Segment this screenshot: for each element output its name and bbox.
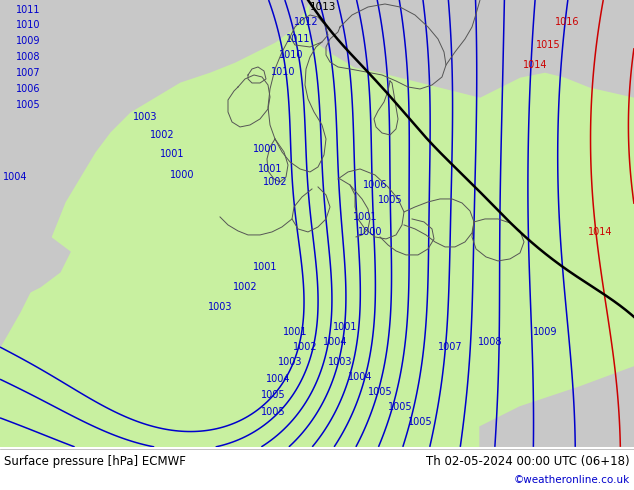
Text: 1003: 1003	[278, 357, 302, 367]
Text: 1011: 1011	[16, 5, 40, 15]
Text: 1001: 1001	[253, 262, 277, 272]
Text: 1002: 1002	[293, 342, 317, 352]
Text: 1005: 1005	[387, 402, 412, 412]
Polygon shape	[480, 367, 634, 447]
Text: 1002: 1002	[150, 130, 174, 140]
Text: 1001: 1001	[353, 212, 377, 222]
Text: 1005: 1005	[261, 407, 285, 417]
Text: 1001: 1001	[333, 322, 357, 332]
Text: 1010: 1010	[16, 20, 40, 30]
Text: 1008: 1008	[16, 52, 40, 62]
Text: 1004: 1004	[323, 337, 347, 347]
Text: 1002: 1002	[233, 282, 257, 292]
Text: 1009: 1009	[533, 327, 557, 337]
Text: 1006: 1006	[363, 180, 387, 190]
Text: 1010: 1010	[271, 67, 295, 77]
Text: 1002: 1002	[262, 177, 287, 187]
Text: 1014: 1014	[523, 60, 547, 70]
Text: 1004: 1004	[266, 374, 290, 384]
Text: 1001: 1001	[258, 164, 282, 174]
Text: 1005: 1005	[261, 390, 285, 400]
Text: 1003: 1003	[133, 112, 157, 122]
Text: 1003: 1003	[328, 357, 353, 367]
Text: 1005: 1005	[368, 387, 392, 397]
Text: 1005: 1005	[408, 417, 432, 427]
Text: 1007: 1007	[16, 68, 41, 78]
Text: 1012: 1012	[294, 17, 318, 27]
Text: Th 02-05-2024 00:00 UTC (06+18): Th 02-05-2024 00:00 UTC (06+18)	[427, 455, 630, 468]
Text: 1007: 1007	[437, 342, 462, 352]
Polygon shape	[0, 0, 310, 347]
Text: 1015: 1015	[536, 40, 560, 50]
Text: 1016: 1016	[555, 17, 579, 27]
Polygon shape	[310, 0, 634, 97]
Text: 1014: 1014	[588, 227, 612, 237]
Text: 1000: 1000	[253, 144, 277, 154]
Text: 1004: 1004	[348, 372, 372, 382]
Text: 1001: 1001	[160, 149, 184, 159]
Polygon shape	[0, 237, 70, 297]
Text: 1000: 1000	[358, 227, 382, 237]
Text: 1013: 1013	[310, 2, 336, 12]
Text: ©weatheronline.co.uk: ©weatheronline.co.uk	[514, 475, 630, 485]
Text: 1005: 1005	[16, 100, 41, 110]
Text: 1005: 1005	[378, 195, 403, 205]
Text: 1001: 1001	[283, 327, 307, 337]
Text: 1010: 1010	[279, 50, 303, 60]
Text: 1000: 1000	[170, 170, 194, 180]
Text: 1006: 1006	[16, 84, 40, 94]
Text: 1004: 1004	[3, 172, 27, 182]
Text: 1003: 1003	[208, 302, 232, 312]
Text: Surface pressure [hPa] ECMWF: Surface pressure [hPa] ECMWF	[4, 455, 186, 468]
Text: 1009: 1009	[16, 36, 40, 46]
Text: 1011: 1011	[286, 34, 310, 44]
Text: 1008: 1008	[478, 337, 502, 347]
